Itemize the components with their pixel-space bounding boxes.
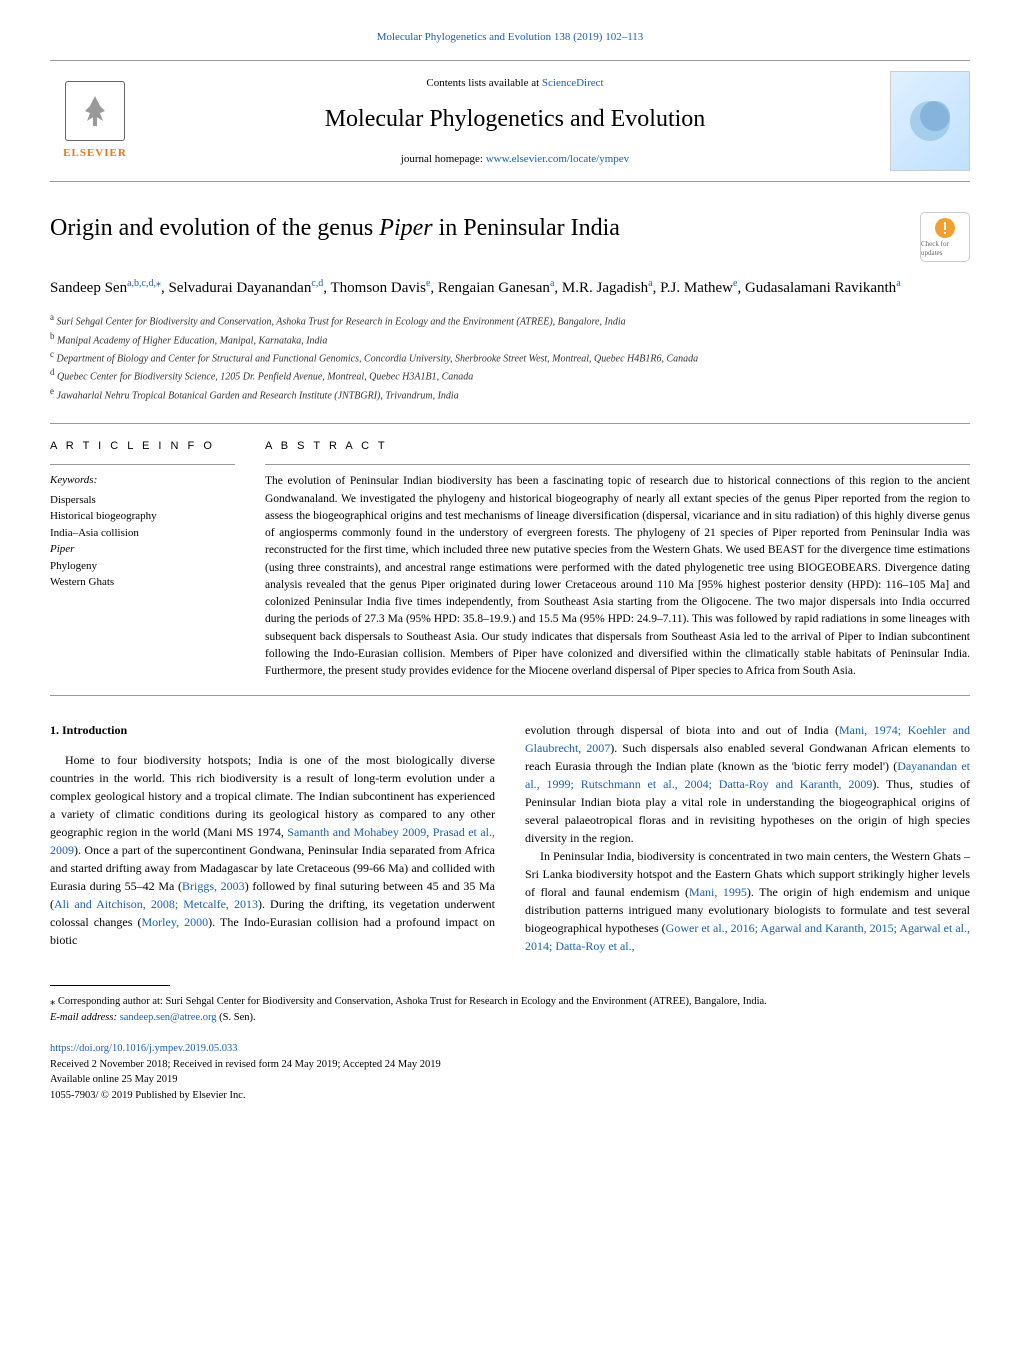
- title-row: Origin and evolution of the genus Piper …: [50, 212, 970, 262]
- homepage-line: journal homepage: www.elsevier.com/locat…: [140, 152, 890, 167]
- column-right: evolution through dispersal of biota int…: [525, 721, 970, 955]
- elsevier-logo: ELSEVIER: [50, 71, 140, 171]
- copyright-line: 1055-7903/ © 2019 Published by Elsevier …: [50, 1088, 970, 1104]
- ref-link-4[interactable]: Morley, 2000: [142, 915, 209, 929]
- footer-divider: [50, 985, 170, 986]
- email-suffix: (S. Sen).: [217, 1012, 256, 1023]
- affiliation-b: b Manipal Academy of Higher Education, M…: [50, 330, 970, 348]
- author-4: , Rengaian Ganesan: [430, 280, 550, 296]
- column-left: 1. Introduction Home to four biodiversit…: [50, 721, 495, 955]
- author-2: , Selvadurai Dayanandan: [161, 280, 311, 296]
- received-dates: Received 2 November 2018; Received in re…: [50, 1057, 970, 1073]
- email-line: E-mail address: sandeep.sen@atree.org (S…: [50, 1010, 970, 1026]
- email-link[interactable]: sandeep.sen@atree.org: [120, 1012, 217, 1023]
- author-7-aff[interactable]: a: [896, 278, 900, 289]
- keyword-4: Phylogeny: [50, 558, 235, 575]
- header-center: Contents lists available at ScienceDirec…: [140, 76, 890, 167]
- available-date: Available online 25 May 2019: [50, 1072, 970, 1088]
- homepage-link[interactable]: www.elsevier.com/locate/ympev: [486, 153, 629, 165]
- check-updates-badge[interactable]: Check for updates: [920, 212, 970, 262]
- keywords-list: Dispersals Historical biogeography India…: [50, 492, 235, 591]
- author-5: , M.R. Jagadish: [554, 280, 648, 296]
- author-1: Sandeep Sen: [50, 280, 127, 296]
- article-info-heading: A R T I C L E I N F O: [50, 439, 235, 454]
- journal-header: ELSEVIER Contents lists available at Sci…: [50, 60, 970, 182]
- author-2-aff[interactable]: c,d: [311, 278, 323, 289]
- check-updates-label: Check for updates: [921, 240, 969, 260]
- ref-link-7[interactable]: Mani, 1995: [689, 885, 747, 899]
- email-label: E-mail address:: [50, 1012, 120, 1023]
- intro-para-2: In Peninsular India, biodiversity is con…: [525, 847, 970, 955]
- abstract-heading: A B S T R A C T: [265, 439, 970, 454]
- title-prefix: Origin and evolution of the genus: [50, 215, 379, 241]
- keywords-label: Keywords:: [50, 464, 235, 488]
- ref-link-2[interactable]: Briggs, 2003: [182, 879, 245, 893]
- journal-citation: Molecular Phylogenetics and Evolution 13…: [50, 30, 970, 45]
- affiliation-e: e Jawaharlal Nehru Tropical Botanical Ga…: [50, 385, 970, 403]
- journal-name: Molecular Phylogenetics and Evolution: [140, 103, 890, 137]
- title-suffix: in Peninsular India: [433, 215, 620, 241]
- intro-para-1-cont: evolution through dispersal of biota int…: [525, 721, 970, 847]
- author-3: , Thomson Davis: [323, 280, 426, 296]
- article-info: A R T I C L E I N F O Keywords: Dispersa…: [50, 424, 250, 695]
- intro-para-1: Home to four biodiversity hotspots; Indi…: [50, 751, 495, 949]
- citation-link[interactable]: Molecular Phylogenetics and Evolution 13…: [377, 31, 644, 43]
- article-title: Origin and evolution of the genus Piper …: [50, 212, 900, 246]
- affiliation-d: d Quebec Center for Biodiversity Science…: [50, 366, 970, 384]
- footer-notes: ⁎ Corresponding author at: Suri Sehgal C…: [50, 994, 970, 1026]
- abstract-text: The evolution of Peninsular Indian biodi…: [265, 464, 970, 680]
- intro-heading: 1. Introduction: [50, 721, 495, 739]
- keyword-2: India–Asia collision: [50, 525, 235, 542]
- author-6: , P.J. Mathew: [653, 280, 733, 296]
- elsevier-text: ELSEVIER: [63, 146, 127, 161]
- keyword-0: Dispersals: [50, 492, 235, 509]
- keyword-3: Piper: [50, 541, 235, 558]
- journal-cover-thumb: [890, 71, 970, 171]
- affiliation-a: a Suri Sehgal Center for Biodiversity an…: [50, 311, 970, 329]
- info-abstract-row: A R T I C L E I N F O Keywords: Dispersa…: [50, 423, 970, 696]
- doi-link[interactable]: https://doi.org/10.1016/j.ympev.2019.05.…: [50, 1043, 238, 1054]
- elsevier-tree-icon: [65, 81, 125, 141]
- abstract-section: A B S T R A C T The evolution of Peninsu…: [250, 424, 970, 695]
- affiliation-c: c Department of Biology and Center for S…: [50, 348, 970, 366]
- sciencedirect-link[interactable]: ScienceDirect: [542, 77, 604, 89]
- keyword-1: Historical biogeography: [50, 508, 235, 525]
- ref-link-3[interactable]: Ali and Aitchison, 2008; Metcalfe, 2013: [54, 897, 258, 911]
- author-1-aff[interactable]: a,b,c,d,: [127, 278, 156, 289]
- corresponding-author-note: ⁎ Corresponding author at: Suri Sehgal C…: [50, 994, 970, 1010]
- body-columns: 1. Introduction Home to four biodiversit…: [50, 721, 970, 955]
- affiliations: a Suri Sehgal Center for Biodiversity an…: [50, 311, 970, 403]
- author-7: , Gudasalamani Ravikanth: [737, 280, 896, 296]
- authors-list: Sandeep Sena,b,c,d,⁎, Selvadurai Dayanan…: [50, 277, 970, 299]
- homepage-prefix: journal homepage:: [401, 153, 486, 165]
- keyword-5: Western Ghats: [50, 574, 235, 591]
- doi-block: https://doi.org/10.1016/j.ympev.2019.05.…: [50, 1041, 970, 1104]
- contents-prefix: Contents lists available at: [426, 77, 541, 89]
- title-italic: Piper: [379, 215, 432, 241]
- contents-line: Contents lists available at ScienceDirec…: [140, 76, 890, 91]
